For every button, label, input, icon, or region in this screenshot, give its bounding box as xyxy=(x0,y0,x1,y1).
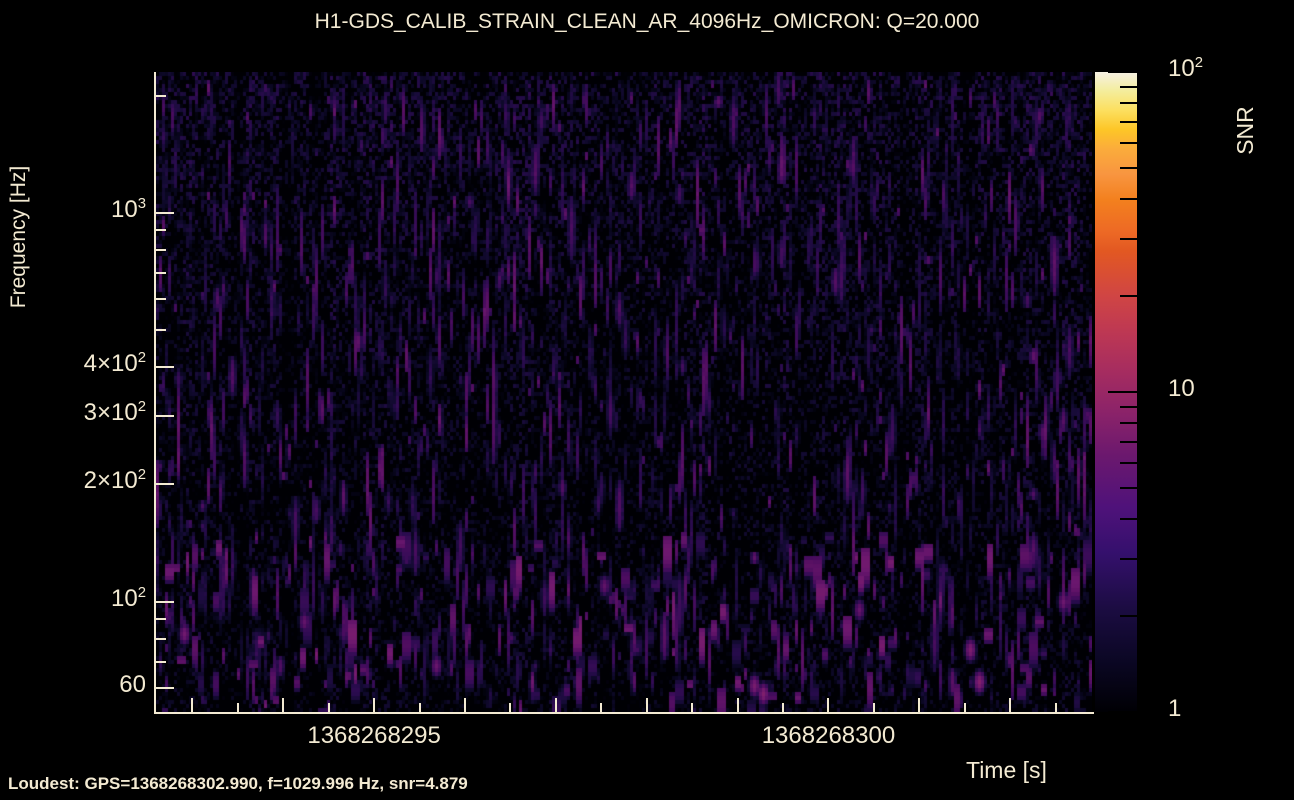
y-tick-label: 2×102 xyxy=(84,467,146,495)
x-tick xyxy=(645,698,648,712)
y-tick-label: 3×102 xyxy=(84,399,146,427)
colorbar-tick xyxy=(1120,120,1137,123)
page-title: H1-GDS_CALIB_STRAIN_CLEAN_AR_4096Hz_OMIC… xyxy=(314,10,980,33)
colorbar-tick-label-base: 10 xyxy=(1168,375,1195,402)
y-tick-label: 60 xyxy=(119,671,146,699)
x-tick xyxy=(918,698,921,712)
colorbar-tick xyxy=(1120,487,1137,490)
x-tick xyxy=(736,698,739,712)
y-tick xyxy=(156,211,174,214)
colorbar-tick xyxy=(1108,71,1137,73)
y-axis-title: Frequency [Hz] xyxy=(4,72,34,402)
spectrogram-plot-area xyxy=(156,72,1092,712)
colorbar-title-label: SNR xyxy=(1231,105,1258,155)
colorbar-tick xyxy=(1120,141,1137,144)
y-tick-label-exponent: 2 xyxy=(137,584,146,601)
y-tick xyxy=(156,415,174,417)
colorbar-tick-label: 1 xyxy=(1168,695,1181,723)
y-tick-label: 103 xyxy=(111,196,146,224)
x-tick xyxy=(509,703,512,712)
y-tick xyxy=(156,366,174,369)
colorbar-tick xyxy=(1120,238,1137,241)
y-tick xyxy=(156,638,166,641)
y-tick xyxy=(156,229,166,232)
y-tick-label: 4×102 xyxy=(84,350,146,378)
y-axis-line xyxy=(154,72,156,714)
colorbar-tick xyxy=(1120,518,1137,521)
x-tick xyxy=(600,703,603,712)
x-axis-line xyxy=(154,712,1094,714)
y-tick xyxy=(156,483,174,486)
y-tick-label-exponent: 2 xyxy=(137,467,146,484)
colorbar-tick xyxy=(1120,422,1137,424)
x-tick xyxy=(1009,698,1012,712)
x-tick xyxy=(236,703,239,712)
loudest-event-status: Loudest: GPS=1368268302.990, f=1029.996 … xyxy=(8,774,468,793)
y-tick-label-base: 60 xyxy=(119,670,146,698)
x-tick xyxy=(872,703,875,712)
y-tick xyxy=(156,686,174,689)
colorbar-tick xyxy=(1120,198,1137,201)
x-tick-label: 1368268300 xyxy=(761,722,896,749)
y-tick-label-exponent: 2 xyxy=(137,350,146,367)
x-tick xyxy=(963,703,966,712)
colorbar-tick xyxy=(1120,558,1137,561)
colorbar-tick xyxy=(1120,167,1137,170)
colorbar-tick-label: 102 xyxy=(1168,55,1203,83)
x-tick xyxy=(827,698,830,712)
colorbar-tick-label-base: 10 xyxy=(1168,55,1195,82)
x-tick xyxy=(191,698,194,712)
y-tick-label: 102 xyxy=(111,585,146,613)
colorbar-tick-label: 10 xyxy=(1168,375,1195,403)
colorbar-tick xyxy=(1120,102,1137,104)
colorbar-tick-label-base: 1 xyxy=(1168,695,1182,722)
colorbar-tick xyxy=(1120,614,1137,617)
y-tick-label-base: 10 xyxy=(111,195,138,223)
y-tick xyxy=(156,94,166,97)
y-tick xyxy=(156,660,166,663)
x-tick xyxy=(418,703,421,712)
y-tick xyxy=(156,297,166,300)
x-tick xyxy=(463,698,466,712)
y-tick-label-base: 3×10 xyxy=(83,399,138,426)
y-tick-label-base: 2×10 xyxy=(83,467,138,495)
y-tick xyxy=(156,618,166,621)
x-tick xyxy=(373,698,376,712)
x-tick-label: 1368268295 xyxy=(307,722,441,749)
x-tick xyxy=(691,703,694,712)
y-tick xyxy=(156,600,174,603)
x-tick xyxy=(282,698,285,712)
x-tick xyxy=(554,698,557,712)
y-tick-label-exponent: 2 xyxy=(137,399,146,415)
colorbar-tick xyxy=(1120,461,1137,464)
colorbar-title: SNR xyxy=(1228,70,1262,190)
y-tick xyxy=(156,328,166,331)
y-tick-label-exponent: 3 xyxy=(137,195,146,212)
colorbar-tick xyxy=(1108,391,1137,393)
x-tick xyxy=(327,703,330,712)
y-tick-label-base: 4×10 xyxy=(83,350,138,378)
y-tick xyxy=(156,271,166,274)
y-tick-label-base: 10 xyxy=(111,584,138,612)
colorbar-tick xyxy=(1120,405,1137,408)
spectrogram-image xyxy=(156,72,1092,712)
x-tick xyxy=(782,703,785,712)
x-tick xyxy=(1054,703,1057,712)
colorbar-tick xyxy=(1120,294,1137,297)
colorbar-tick xyxy=(1120,85,1137,88)
colorbar-tick-label-exponent: 2 xyxy=(1194,55,1203,71)
y-axis-title-label: Frequency [Hz] xyxy=(7,165,31,309)
x-axis-title: Time [s] xyxy=(966,757,1047,783)
colorbar-tick xyxy=(1120,440,1137,443)
y-tick xyxy=(156,249,166,252)
colorbar-tick xyxy=(1108,711,1137,713)
